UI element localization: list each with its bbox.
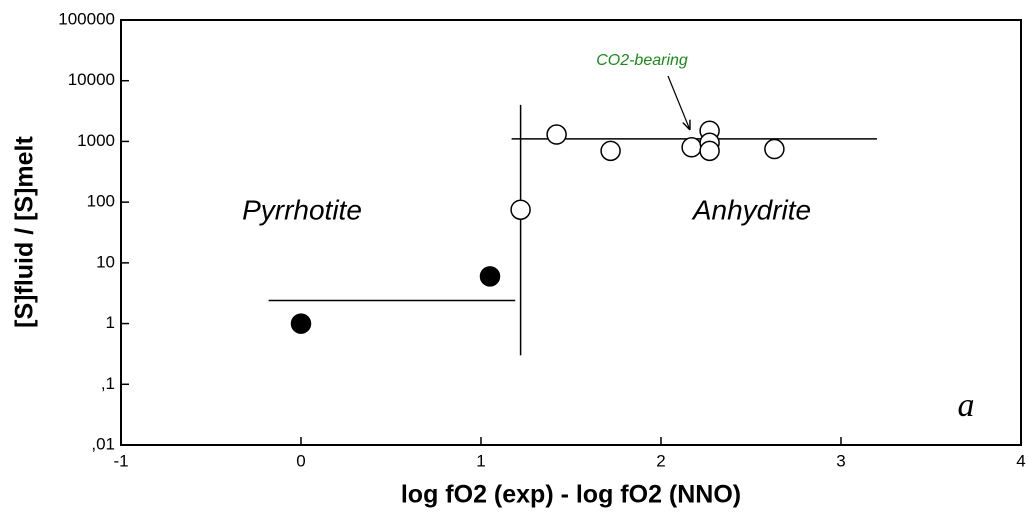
data-point (510, 199, 531, 220)
y-tick-label: ,01 (91, 434, 115, 453)
data-point (681, 137, 702, 158)
x-tick-label: 1 (476, 451, 485, 470)
x-tick-label: -1 (113, 451, 128, 470)
region-label: Anhydrite (691, 194, 811, 225)
panel-label: a (958, 387, 975, 424)
data-point (600, 140, 621, 162)
x-tick-label: 2 (656, 451, 665, 470)
region-label: Pyrrhotite (242, 194, 362, 225)
x-axis-title: log fO2 (exp) - log fO2 (NNO) (401, 481, 741, 509)
data-point (479, 266, 501, 287)
x-tick-label: 3 (836, 451, 845, 470)
data-point (546, 124, 567, 145)
y-tick-label: 100000 (58, 9, 115, 28)
y-tick-label: 100 (87, 192, 115, 211)
y-tick-label: 1 (106, 313, 115, 332)
y-tick-label: ,1 (101, 374, 115, 393)
y-tick-label: 1000 (77, 131, 115, 150)
plot-frame (120, 19, 1022, 446)
y-tick-label: 10 (96, 252, 115, 271)
x-tick-label: 0 (296, 451, 305, 470)
data-point (764, 138, 785, 160)
x-tick-label: 4 (1016, 451, 1025, 470)
data-point (699, 140, 720, 162)
annotation: CO2-bearing (596, 52, 688, 69)
data-point (290, 313, 312, 334)
y-tick-label: 10000 (68, 70, 115, 89)
annotation-arrow (667, 75, 690, 130)
y-axis-title: [S]fluid / [S]melt (11, 136, 39, 328)
